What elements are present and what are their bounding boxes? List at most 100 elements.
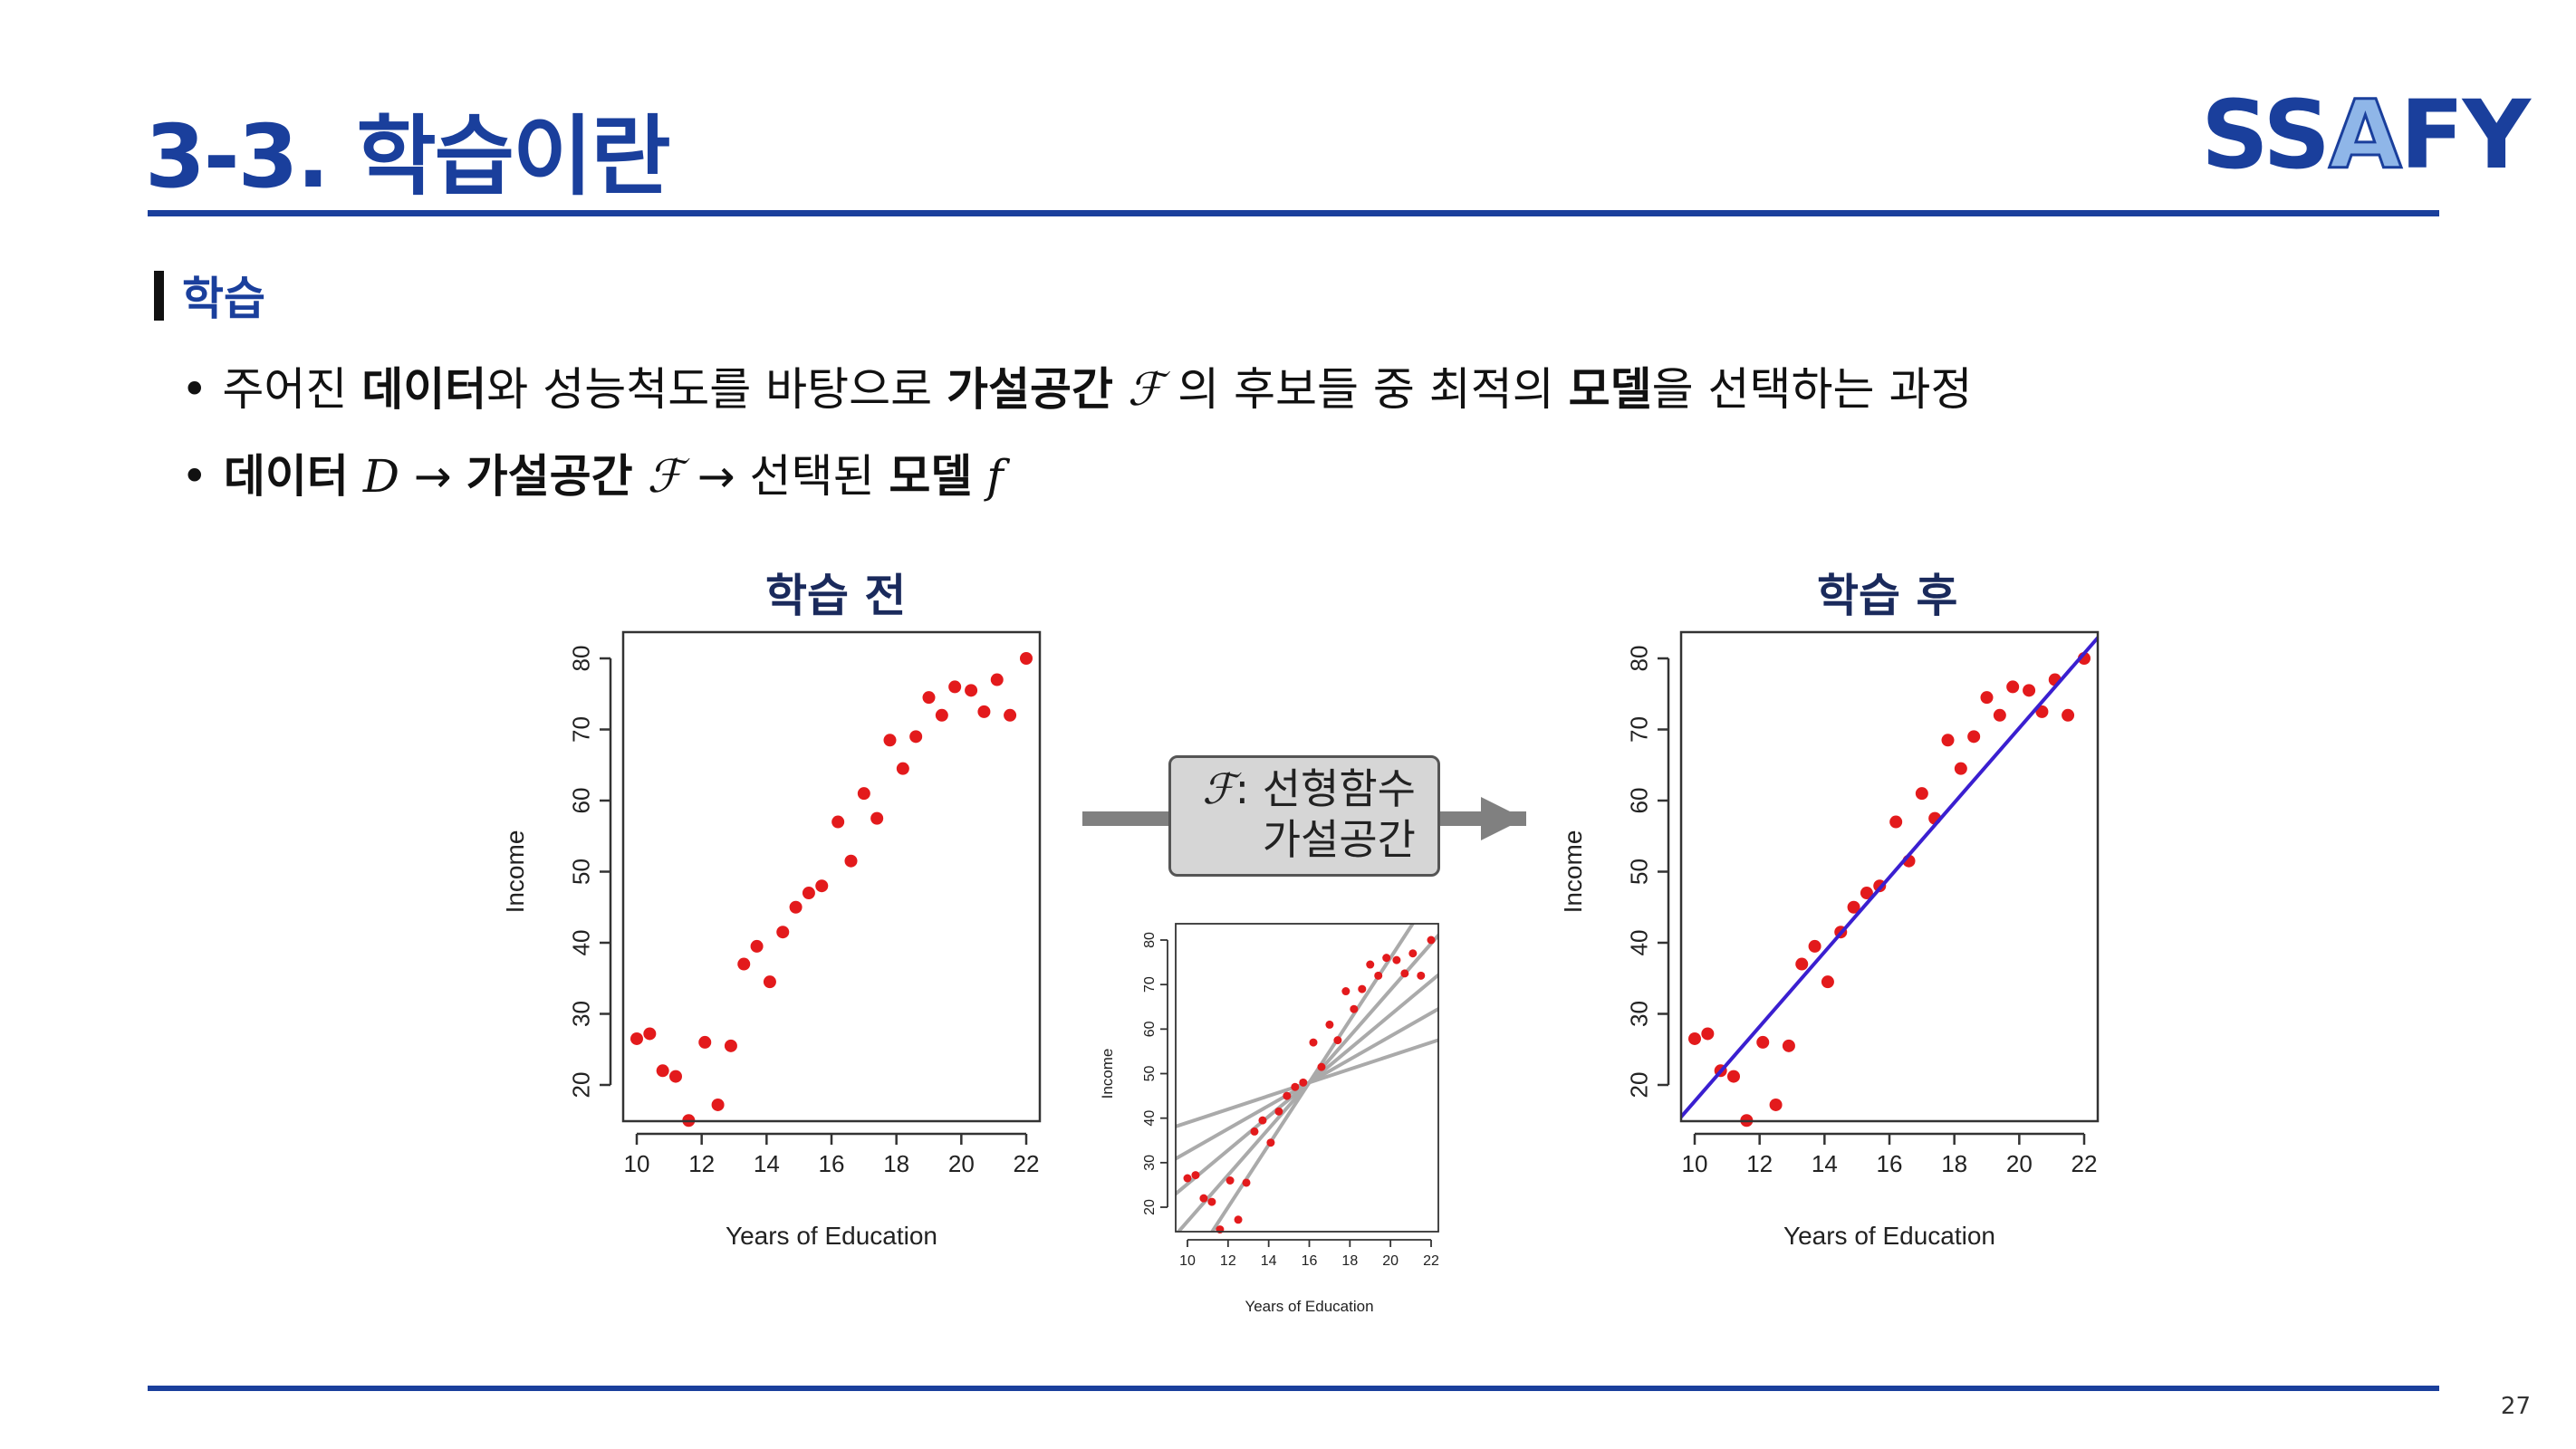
data-point xyxy=(1417,971,1426,980)
data-point xyxy=(1309,1038,1318,1047)
data-point xyxy=(965,684,978,697)
bullet-text: 주어진 xyxy=(207,363,362,416)
x-tick-label: 10 xyxy=(624,1150,650,1177)
data-point xyxy=(1341,987,1350,996)
data-point xyxy=(1358,984,1367,993)
data-point xyxy=(1769,1098,1783,1111)
x-tick-label: 22 xyxy=(2071,1150,2098,1177)
x-tick-label: 16 xyxy=(1877,1150,1903,1177)
candidate-line-5 xyxy=(1209,924,1416,1232)
x-tick-label: 14 xyxy=(754,1150,780,1177)
data-point xyxy=(1382,954,1391,963)
bullet-text: 을 선택하는 과정 xyxy=(1651,363,1973,416)
y-tick-label: 40 xyxy=(1625,930,1652,956)
data-point xyxy=(1299,1078,1308,1087)
data-point xyxy=(698,1035,712,1049)
data-point xyxy=(789,900,803,914)
x-axis-label: Years of Education xyxy=(726,1222,937,1250)
data-point xyxy=(1350,1004,1359,1013)
y-tick-label: 50 xyxy=(1142,1066,1158,1082)
y-tick-label: 50 xyxy=(1625,859,1652,885)
data-point xyxy=(1860,887,1873,900)
x-tick-label: 18 xyxy=(1341,1253,1358,1269)
bullet-dot: • xyxy=(181,450,208,503)
data-point xyxy=(922,691,936,705)
data-point xyxy=(1980,691,1994,705)
data-point xyxy=(1283,1091,1292,1100)
y-tick-label: 30 xyxy=(1625,1001,1652,1027)
section-heading: 학습 xyxy=(154,263,265,328)
data-point xyxy=(844,854,858,868)
data-point xyxy=(1258,1116,1267,1125)
data-point xyxy=(1847,900,1860,914)
data-point xyxy=(2023,684,2036,697)
data-point xyxy=(896,762,909,775)
data-point xyxy=(1020,652,1033,665)
data-point xyxy=(1688,1032,1701,1045)
x-tick-label: 20 xyxy=(1382,1253,1399,1269)
data-point xyxy=(883,734,897,747)
y-tick-label: 30 xyxy=(1142,1155,1158,1171)
data-point xyxy=(1889,815,1903,829)
y-tick-label: 60 xyxy=(1142,1021,1158,1037)
heading-after: 학습 후 xyxy=(1817,570,1958,622)
y-tick-label: 40 xyxy=(1142,1110,1158,1127)
data-point xyxy=(1701,1027,1715,1041)
data-point xyxy=(909,730,923,744)
data-point xyxy=(630,1032,643,1045)
data-point xyxy=(990,673,1004,686)
data-point xyxy=(1191,1171,1200,1180)
x-axis-label: Years of Education xyxy=(1783,1222,1995,1250)
data-point xyxy=(1004,708,1017,722)
data-point xyxy=(656,1064,669,1078)
term-model: 모델 xyxy=(1568,363,1652,416)
x-tick-label: 22 xyxy=(1014,1150,1040,1177)
symbol-D: D xyxy=(348,450,399,503)
plot-frame xyxy=(1679,630,2100,1123)
x-tick-label: 12 xyxy=(1746,1150,1773,1177)
arrow-head-icon xyxy=(1481,797,1524,840)
heading-before: 학습 전 xyxy=(765,570,907,622)
data-point xyxy=(831,815,845,829)
term-hypothesis-space: 가설공간 xyxy=(466,450,633,503)
data-point xyxy=(1993,708,2006,722)
plot-frame xyxy=(1175,923,1439,1233)
data-point xyxy=(1274,1107,1283,1116)
data-point xyxy=(1727,1070,1740,1083)
y-tick-label: 30 xyxy=(567,1001,594,1027)
x-tick-label: 22 xyxy=(1423,1253,1439,1269)
data-point xyxy=(711,1098,725,1111)
data-point xyxy=(815,879,829,893)
data-point xyxy=(977,705,991,718)
data-point xyxy=(1408,949,1418,958)
section-bar xyxy=(154,270,164,321)
data-point xyxy=(802,887,815,900)
page-title: 3-3. 학습이란 xyxy=(145,106,671,207)
x-tick-label: 16 xyxy=(1302,1253,1318,1269)
data-point xyxy=(1291,1082,1300,1091)
data-point xyxy=(1392,955,1401,964)
data-point xyxy=(2035,705,2049,718)
term-data: 데이터 xyxy=(207,450,349,503)
data-point xyxy=(1795,957,1809,971)
x-tick-label: 12 xyxy=(688,1150,715,1177)
bullet-text: 와 성능척도를 바탕으로 xyxy=(486,363,947,416)
x-tick-label: 20 xyxy=(2006,1150,2033,1177)
data-point xyxy=(1183,1174,1192,1183)
data-point xyxy=(1325,1020,1334,1029)
y-axis-label: Income xyxy=(1559,830,1587,914)
y-axis-label: Income xyxy=(1099,1049,1116,1099)
data-point xyxy=(643,1027,657,1041)
y-tick-label: 50 xyxy=(567,859,594,885)
y-tick-label: 60 xyxy=(567,788,594,814)
data-point xyxy=(750,939,764,953)
x-tick-label: 10 xyxy=(1179,1253,1196,1269)
x-tick-label: 12 xyxy=(1220,1253,1236,1269)
data-point xyxy=(948,680,962,694)
term-model: 모델 xyxy=(889,450,973,503)
data-point xyxy=(669,1070,682,1083)
data-point xyxy=(1967,730,1981,744)
x-tick-label: 16 xyxy=(819,1150,845,1177)
